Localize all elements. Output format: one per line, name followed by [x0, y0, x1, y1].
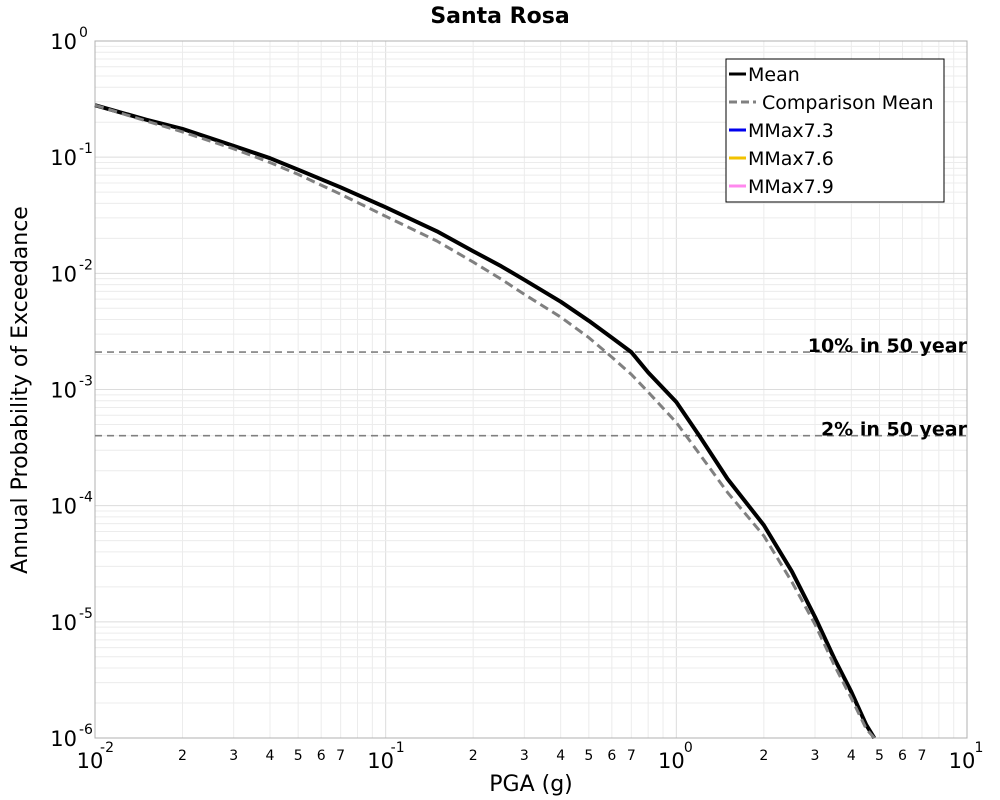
x-minor-tick-label: 2	[178, 748, 187, 764]
y-tick-label: 10	[50, 30, 77, 54]
y-tick-label: 10	[50, 495, 77, 519]
chart-title: Santa Rosa	[430, 4, 569, 29]
y-tick-label: 10	[50, 727, 77, 751]
legend-label: MMax7.6	[748, 148, 834, 170]
x-minor-tick-label: 6	[898, 748, 907, 764]
reference-line-label: 2% in 50 year	[821, 419, 968, 441]
x-minor-tick-label: 7	[627, 748, 636, 764]
y-tick-label: 10	[50, 146, 77, 170]
x-minor-tick-label: 2	[759, 748, 768, 764]
reference-lines: 10% in 50 year 2% in 50 year	[95, 335, 968, 441]
reference-line-label: 10% in 50 year	[808, 335, 968, 357]
legend-label: Comparison Mean	[762, 92, 934, 114]
x-minor-tick-label: 4	[847, 748, 856, 764]
y-axis-label: Annual Probability of Exceedance	[8, 206, 33, 574]
x-minor-tick-label: 4	[556, 748, 565, 764]
legend-label: MMax7.3	[748, 120, 834, 142]
x-tick-exponent: 1	[975, 740, 984, 756]
series-lines	[94, 103, 877, 740]
x-tick-label: 10	[949, 749, 976, 773]
x-minor-tick-label: 5	[294, 748, 303, 764]
x-minor-tick-label: 7	[336, 748, 345, 764]
x-tick-exponent: -2	[100, 740, 114, 756]
x-axis-label: PGA (g)	[489, 772, 573, 797]
x-minor-tick-label: 5	[584, 748, 593, 764]
x-tick-label: 10	[658, 749, 685, 773]
series-line	[94, 103, 876, 739]
x-tick-exponent: 0	[684, 740, 693, 756]
legend-label: MMax7.9	[748, 176, 834, 198]
x-minor-tick-label: 4	[266, 748, 275, 764]
x-tick-exponent: -1	[391, 740, 405, 756]
x-minor-tick-label: 3	[811, 748, 820, 764]
y-tick-exponent: -5	[79, 606, 93, 622]
x-minor-tick-label: 2	[469, 748, 478, 764]
y-tick-label: 10	[50, 379, 77, 403]
series-line	[94, 103, 877, 740]
y-tick-label: 10	[50, 262, 77, 286]
y-tick-exponent: -4	[79, 490, 93, 506]
legend: Mean Comparison Mean MMax7.3 MMax7.6 MMax7.9	[725, 58, 945, 203]
legend-box	[725, 58, 945, 203]
x-tick-label: 10	[77, 749, 104, 773]
legend-label: Mean	[748, 64, 800, 86]
y-tick-exponent: -6	[79, 722, 93, 738]
x-minor-tick-label: 6	[317, 748, 326, 764]
x-minor-tick-label: 6	[607, 748, 616, 764]
x-minor-tick-label: 7	[918, 748, 927, 764]
plot-area-frame	[94, 40, 968, 739]
x-minor-tick-label: 5	[875, 748, 884, 764]
y-tick-exponent: -2	[79, 257, 93, 273]
x-minor-tick-label: 3	[520, 748, 529, 764]
x-minor-tick-label: 3	[229, 748, 238, 764]
y-tick-exponent: 0	[79, 25, 88, 41]
x-tick-label: 10	[367, 749, 394, 773]
y-tick-label: 10	[50, 611, 77, 635]
y-tick-exponent: -3	[79, 374, 93, 390]
y-tick-exponent: -1	[79, 141, 93, 157]
